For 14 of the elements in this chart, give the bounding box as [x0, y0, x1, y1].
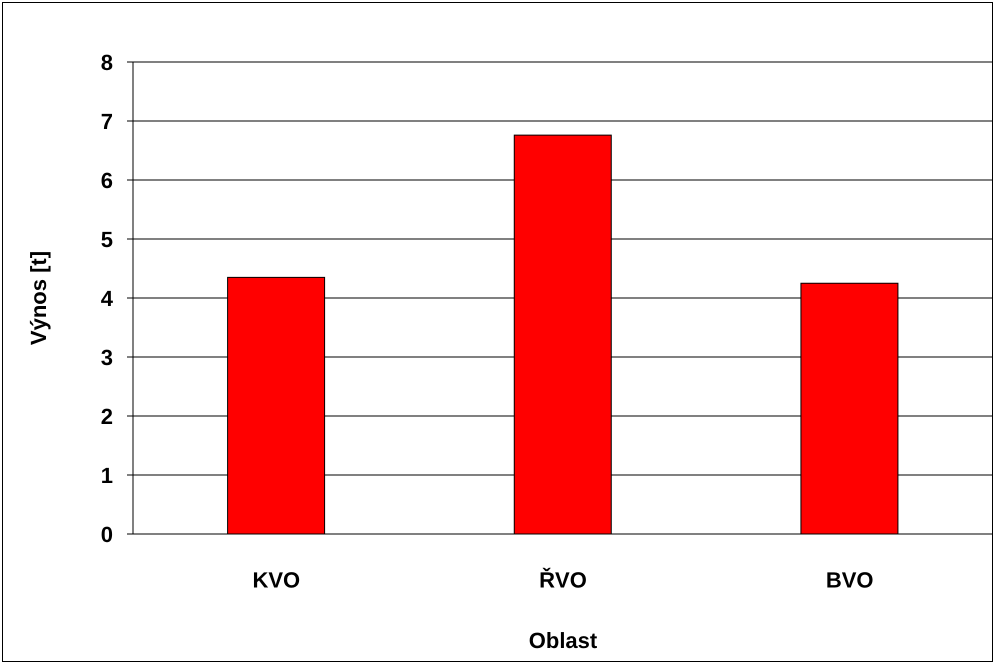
x-axis-title: Oblast	[528, 628, 598, 653]
y-tick-label: 2	[100, 404, 113, 429]
y-tick-label: 3	[100, 344, 113, 370]
x-tick-label: KVO	[252, 568, 300, 593]
y-tick-label: 6	[100, 168, 113, 193]
x-tick-label: ŘVO	[539, 568, 587, 593]
y-tick-label: 5	[100, 226, 113, 252]
y-tick-label: 0	[100, 522, 113, 547]
y-tick-label: 4	[100, 286, 114, 311]
y-axis-title: Výnos [t]	[26, 250, 51, 346]
y-tick-label: 7	[100, 108, 113, 134]
x-tick-label: BVO	[826, 568, 874, 593]
y-tick-label: 8	[100, 50, 113, 75]
y-tick-label: 1	[100, 462, 113, 488]
